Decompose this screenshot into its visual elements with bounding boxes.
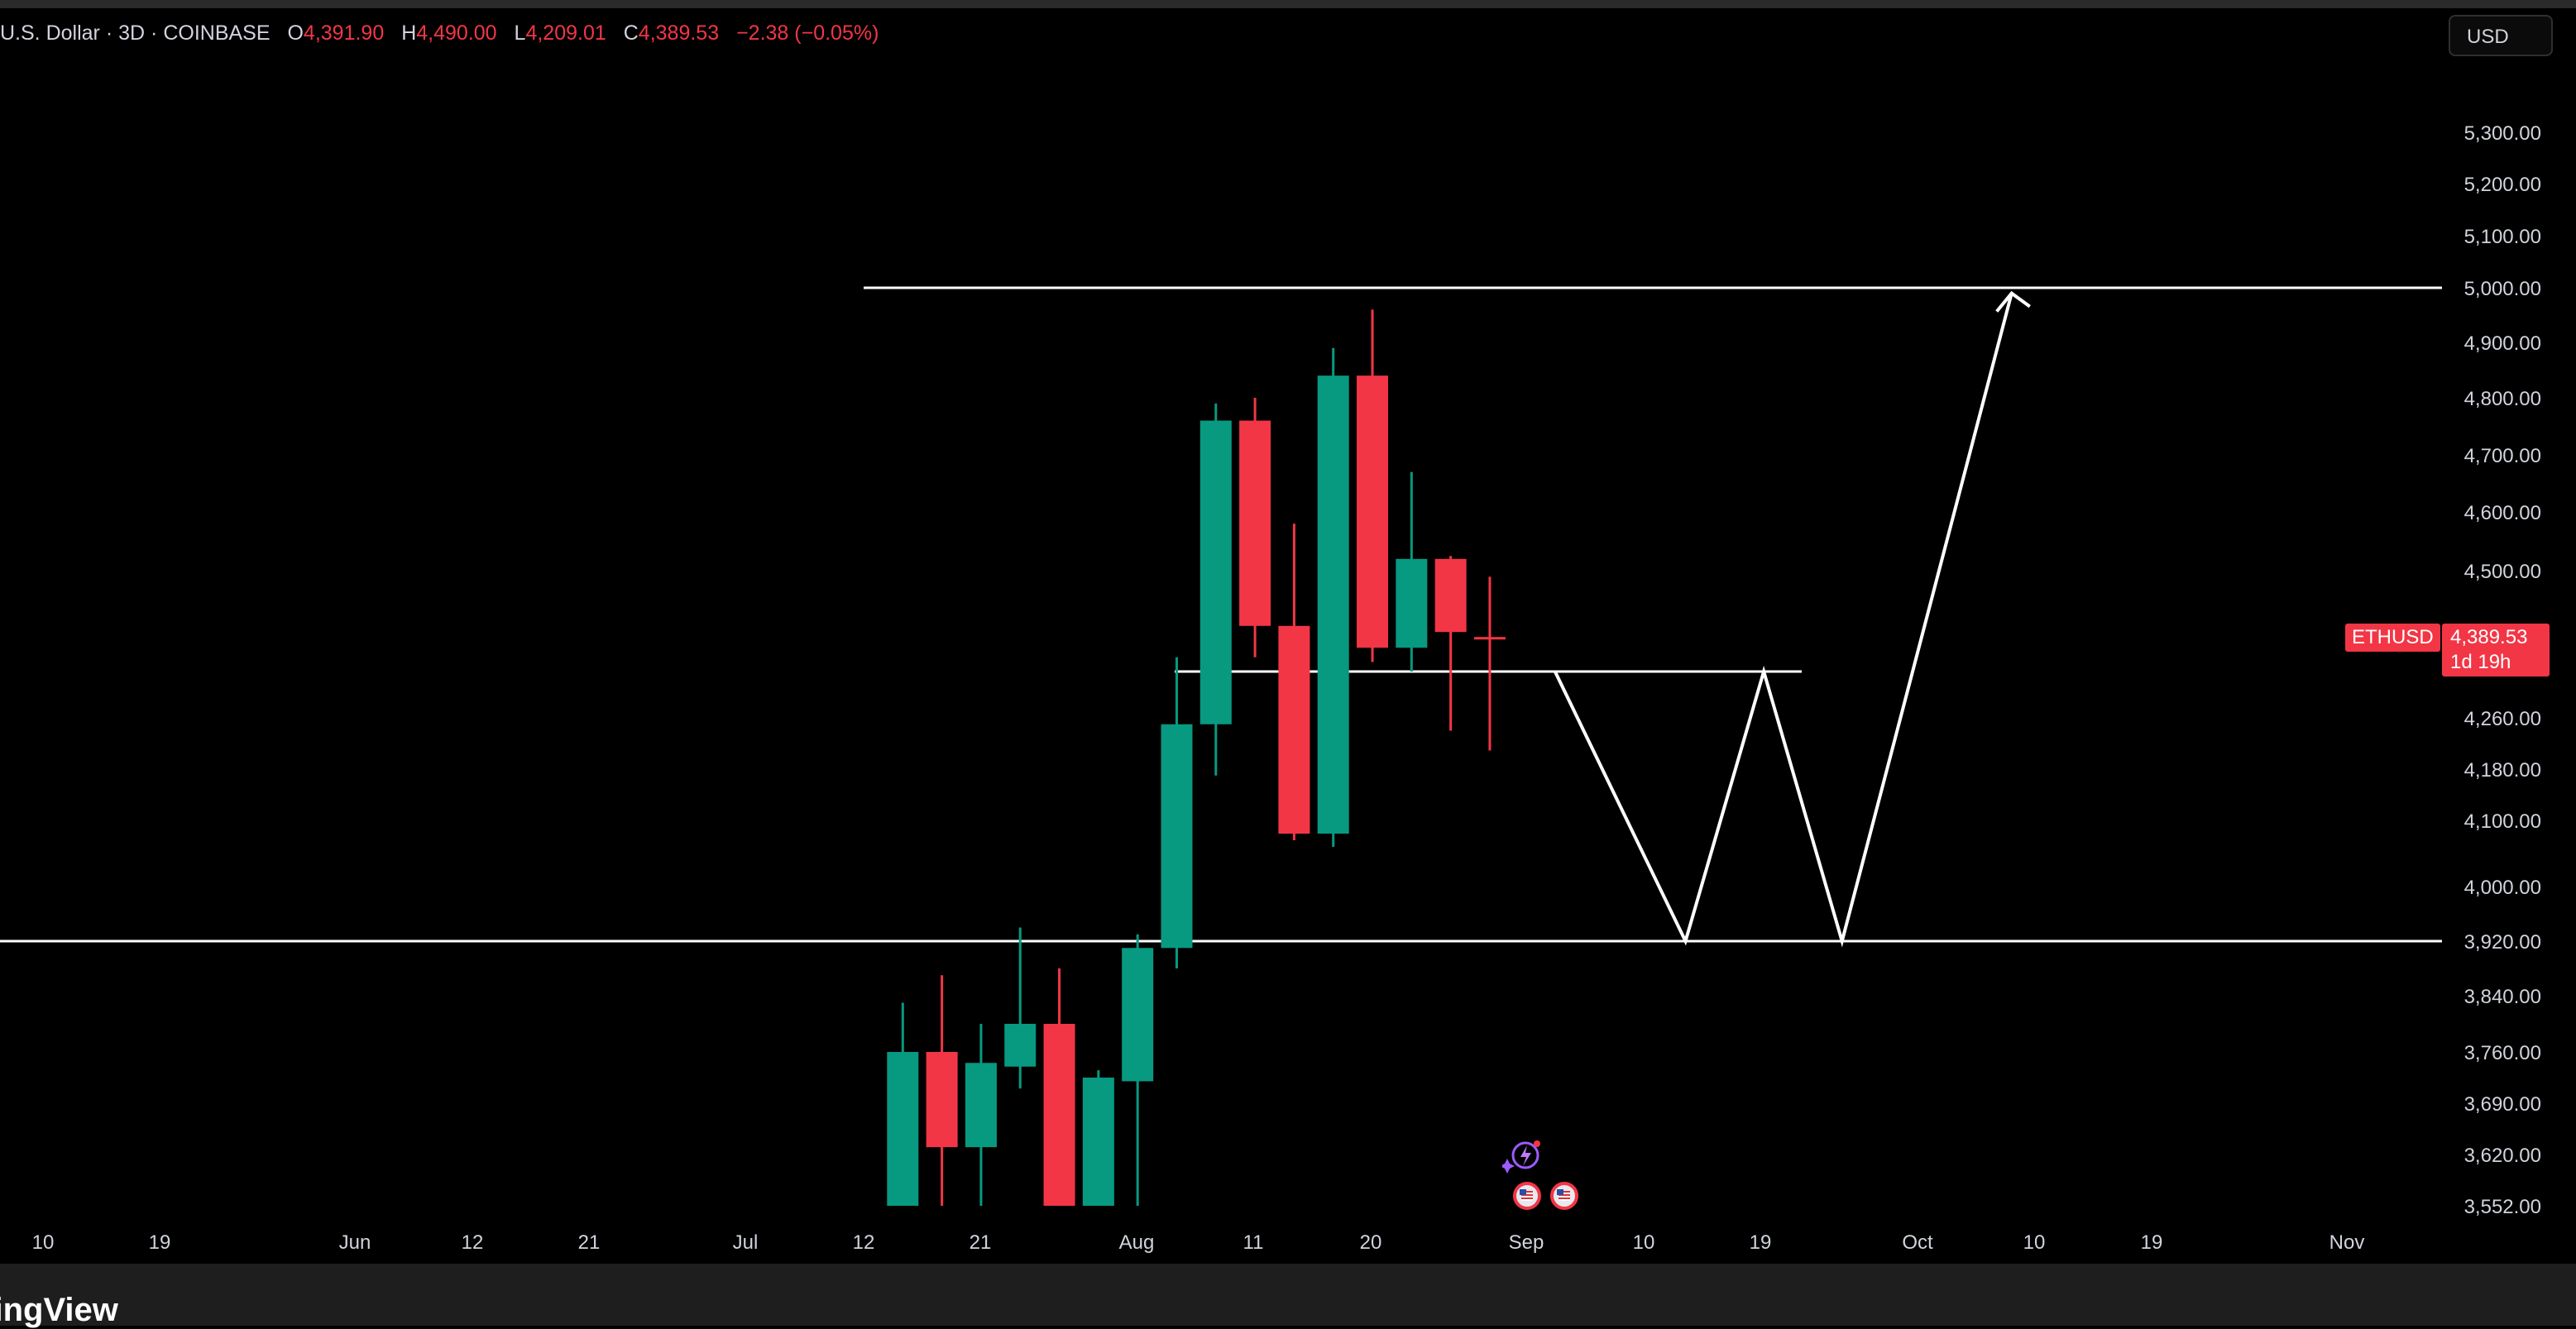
candle-body [1122, 948, 1154, 1082]
time-tick-label: 21 [578, 1231, 601, 1254]
price-tick-label: 4,900.00 [2464, 332, 2541, 355]
projection-path[interactable] [1554, 293, 2013, 948]
close-label: C [623, 22, 639, 45]
candle-body [965, 1063, 997, 1148]
open-label: O [287, 22, 304, 45]
close-value: 4,389.53 [638, 22, 720, 45]
time-tick-label: Nov [2329, 1231, 2365, 1254]
price-tick-label: 4,260.00 [2464, 708, 2541, 730]
low-label: L [514, 22, 526, 45]
price-tick-label: 4,180.00 [2464, 759, 2541, 782]
time-tick-label: 12 [462, 1231, 484, 1254]
symbol-name: U.S. Dollar [0, 22, 100, 45]
time-tick-label: 21 [970, 1231, 992, 1254]
exchange: COINBASE [163, 22, 271, 45]
time-tick-label: 20 [1360, 1231, 1382, 1254]
price-tick-label: 5,100.00 [2464, 226, 2541, 248]
time-tick-label: 19 [149, 1231, 171, 1254]
price-tick-label: 3,620.00 [2464, 1145, 2541, 1167]
interval[interactable]: 3D [118, 22, 146, 45]
price-tick-label: 4,700.00 [2464, 445, 2541, 467]
currency-button[interactable]: USD [2449, 15, 2553, 56]
high-label: H [401, 22, 417, 45]
top-strip [0, 0, 2576, 8]
candle-body [926, 1052, 958, 1148]
time-tick-label: 11 [1243, 1231, 1264, 1254]
low-value: 4,209.01 [525, 22, 606, 45]
us-flag-event-icon[interactable] [1550, 1182, 1578, 1210]
projection-drawing[interactable] [1554, 290, 2031, 948]
last-price: 4,389.53 [2450, 626, 2528, 648]
time-tick-label: 12 [853, 1231, 875, 1254]
brand-logo: TradingView [0, 1292, 118, 1328]
candle-body [1396, 558, 1428, 648]
candle-body [1317, 375, 1349, 834]
projection-arrowhead[interactable] [1995, 290, 2031, 313]
price-tick-label: 4,100.00 [2464, 810, 2541, 833]
candle-body [1082, 1078, 1114, 1206]
price-tick-label: 4,800.00 [2464, 388, 2541, 410]
change-value: −2.38 (−0.05%) [736, 22, 879, 45]
time-tick-label: 19 [2141, 1231, 2163, 1254]
price-tick-label: 4,600.00 [2464, 502, 2541, 524]
price-tick-label: 3,690.00 [2464, 1093, 2541, 1116]
price-axis[interactable]: 5,300.00 5,200.00 5,100.00 5,000.00 4,900.00… [2464, 122, 2541, 1218]
time-tick-label: Oct [1902, 1231, 1933, 1254]
candle-body [1199, 420, 1232, 724]
price-tick-label: 4,000.00 [2464, 877, 2541, 899]
candle-body [1434, 558, 1467, 633]
symbol-price-tag: ETHUSD [2345, 624, 2440, 652]
time-axis[interactable]: 10 19 Jun 12 21 Jul 12 21 Aug 11 20 Sep 10 19 Oct 10 19 N… [32, 1231, 2365, 1254]
time-tick-label: 10 [2023, 1231, 2046, 1254]
time-tick-label: 10 [32, 1231, 55, 1254]
candle-body [1473, 637, 1506, 640]
high-value: 4,490.00 [416, 22, 497, 45]
open-value: 4,391.90 [303, 22, 385, 45]
candles [887, 309, 1506, 1206]
time-tick-label: 19 [1750, 1231, 1772, 1254]
price-tick-label: 5,300.00 [2464, 122, 2541, 145]
price-tick-label: 5,000.00 [2464, 278, 2541, 300]
time-tick-label: Aug [1119, 1231, 1155, 1254]
candle-body [1278, 625, 1310, 834]
last-price-label: 4,389.53 1d 19h [2442, 624, 2550, 676]
candle-body [1161, 724, 1193, 949]
price-tick-label: 3,920.00 [2464, 931, 2541, 954]
price-tick-label: 5,200.00 [2464, 174, 2541, 196]
price-tick-label: 4,500.00 [2464, 561, 2541, 583]
candle-body [887, 1052, 919, 1206]
symbol-legend: U.S. Dollar · 3D · COINBASE O4,391.90 H4… [0, 22, 879, 45]
price-tick-label: 3,840.00 [2464, 986, 2541, 1008]
candle-body [1357, 375, 1389, 648]
candle-body [1004, 1024, 1037, 1067]
time-tick-label: Jul [733, 1231, 759, 1254]
price-tick-label: 3,552.00 [2464, 1196, 2541, 1218]
candle-body [1043, 1024, 1075, 1206]
spark-icon[interactable] [1502, 1137, 1544, 1174]
time-tick-label: Jun [339, 1231, 371, 1254]
price-tick-label: 3,760.00 [2464, 1042, 2541, 1064]
footer-bar [0, 1264, 2576, 1326]
time-tick-label: 10 [1633, 1231, 1655, 1254]
bar-countdown: 1d 19h [2450, 651, 2511, 673]
us-flag-event-icon[interactable] [1513, 1182, 1541, 1210]
candle-body [1239, 420, 1271, 626]
time-tick-label: Sep [1509, 1231, 1544, 1254]
